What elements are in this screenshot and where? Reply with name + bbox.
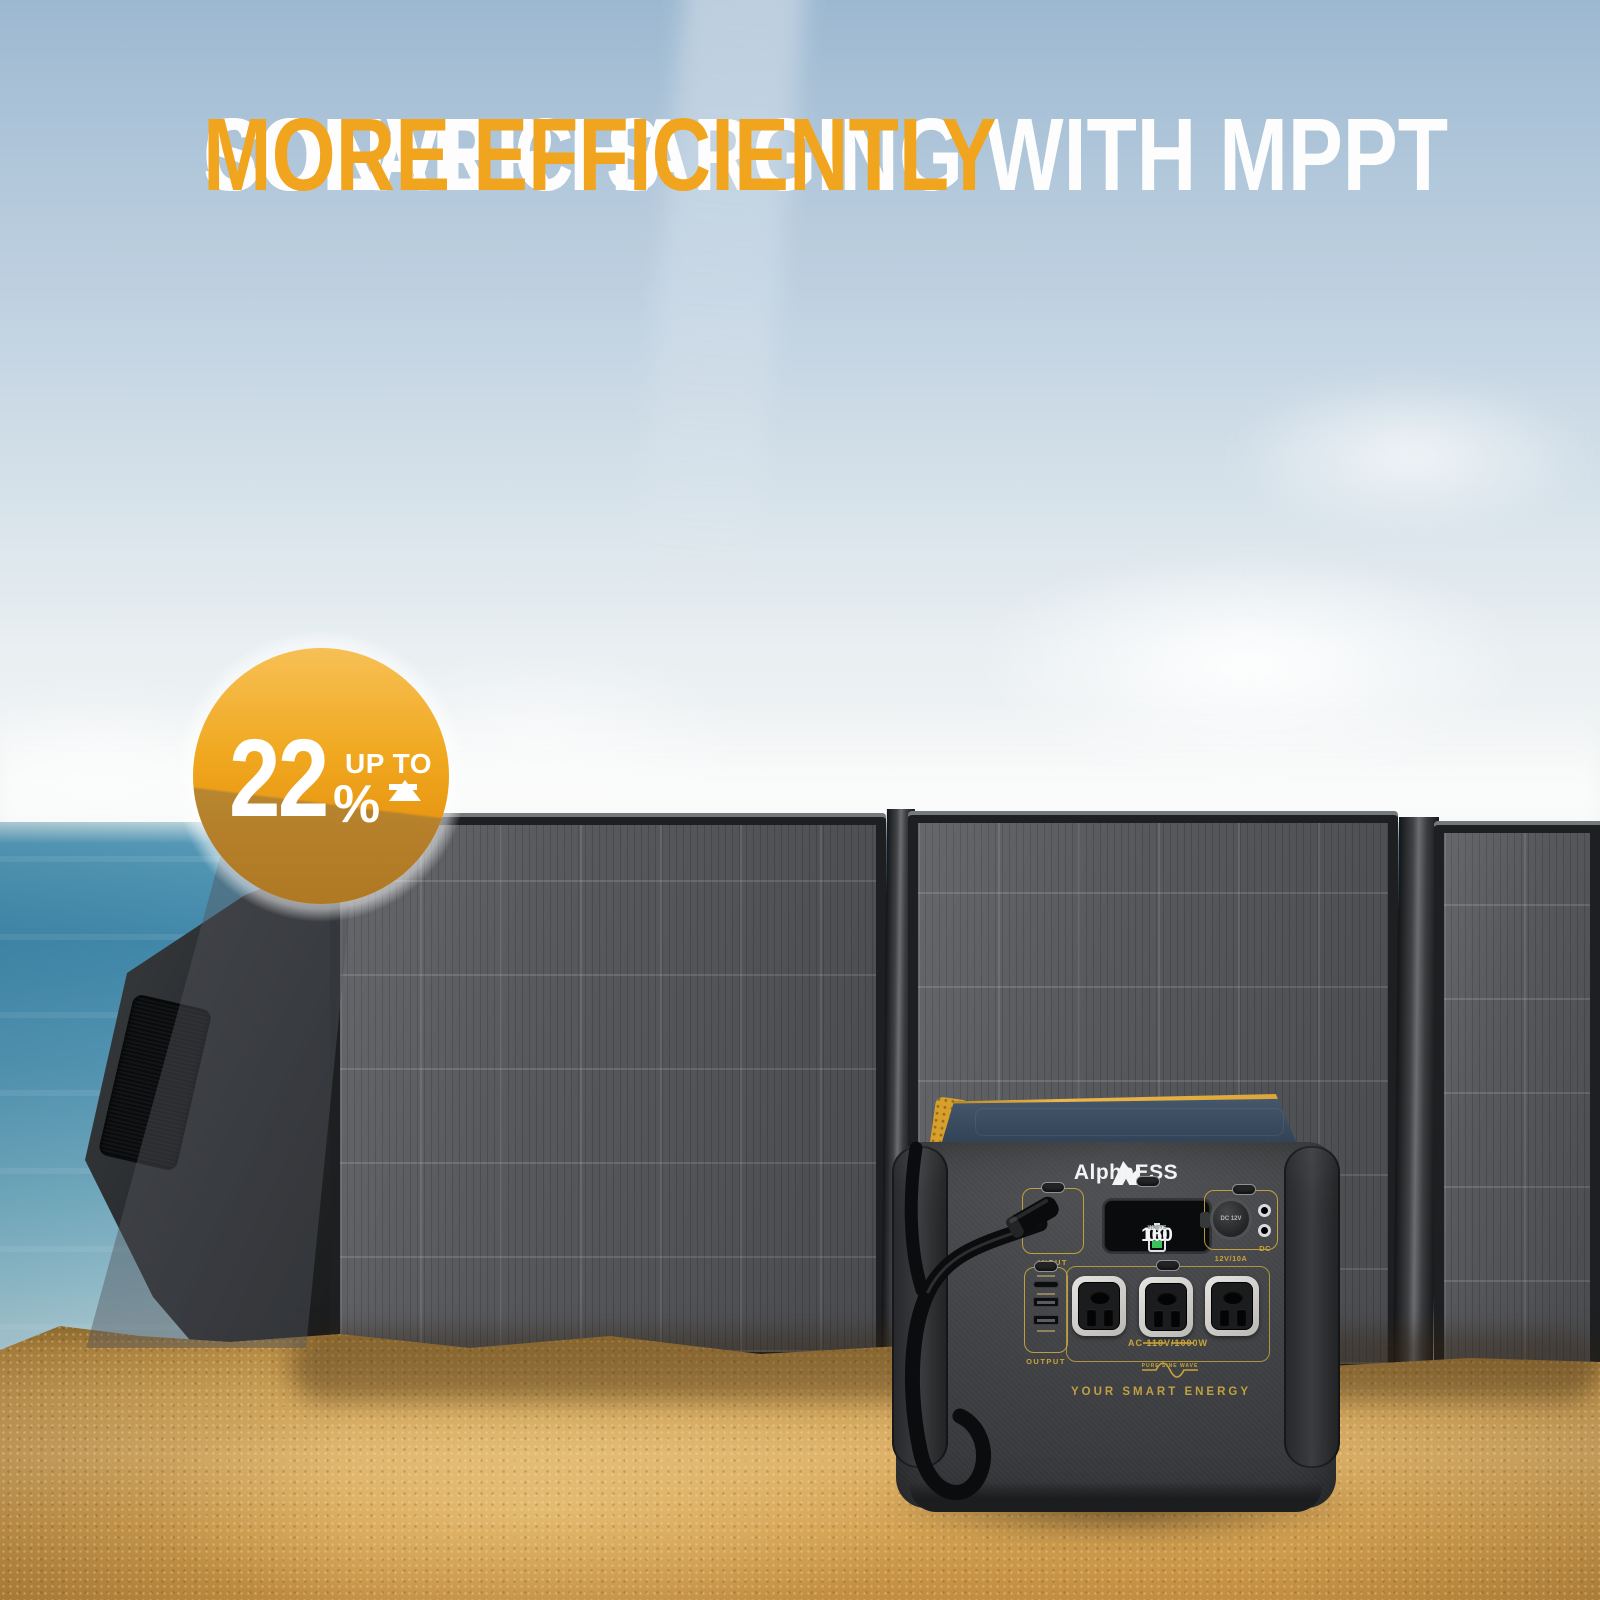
solar-panel xyxy=(330,813,886,1366)
usb-button xyxy=(1034,1261,1058,1272)
usb-a-port xyxy=(1033,1315,1059,1325)
tagline: YOUR SMART ENERGY xyxy=(1070,1386,1252,1398)
dc-ports-label: DC xyxy=(1259,1244,1271,1253)
solar-panel xyxy=(1434,821,1600,1390)
solar-cells xyxy=(340,825,876,1352)
badge-label: UP TO xyxy=(345,748,433,779)
usb-microtext xyxy=(1037,1330,1055,1332)
ac-outlet xyxy=(1072,1276,1126,1336)
badge-value: 22 xyxy=(229,717,329,840)
front-panel: AlphaESS INPUT IN 160 WATTS 0% OUT 00 xyxy=(896,1142,1336,1508)
power-cable xyxy=(904,1141,1059,1501)
dc-sub-label: 12V/10A xyxy=(1214,1254,1248,1263)
ac-outlet xyxy=(1205,1276,1259,1336)
ac-button xyxy=(1156,1260,1180,1271)
sine-wave-icon xyxy=(1142,1362,1198,1378)
usb-section-label: OUTPUT xyxy=(1026,1357,1066,1366)
dc-button xyxy=(1232,1184,1256,1195)
usb-microtext xyxy=(1037,1293,1055,1295)
dc5521-port xyxy=(1258,1224,1271,1237)
headline-line1: SOLAR CHARGING WITH MPPT xyxy=(203,97,1449,212)
solar-cells xyxy=(1444,833,1590,1376)
panel-hinge xyxy=(1392,817,1440,1392)
usb-c-port xyxy=(1033,1281,1059,1288)
dc-cover-latch xyxy=(1200,1212,1210,1228)
display-button xyxy=(1136,1176,1160,1187)
badge-percent: % xyxy=(333,775,381,834)
dc-12v-socket: DC 12V xyxy=(1210,1198,1252,1240)
badge-fold xyxy=(193,648,449,904)
efficiency-badge: 22 % UP TO xyxy=(175,630,467,922)
usb-a-port xyxy=(1033,1297,1059,1307)
ac-outlet xyxy=(1139,1277,1193,1337)
usb-microtext xyxy=(1037,1275,1055,1277)
cloud xyxy=(1150,340,1600,570)
dc5521-port xyxy=(1258,1204,1271,1217)
lcd-display: IN 160 WATTS 0% OUT 00 WATTS xyxy=(1104,1200,1210,1252)
cable-connector xyxy=(1006,1196,1059,1238)
right-handle xyxy=(1284,1146,1340,1468)
badge-circle: 22 % UP TO xyxy=(193,648,449,904)
sine-label: PURE SINE WAVE xyxy=(1141,1363,1199,1369)
ac-rating-label: AC 110V/1000W xyxy=(1088,1338,1248,1348)
input-button xyxy=(1041,1182,1065,1193)
headline-highlight: MORE EFFICIENTLY xyxy=(203,97,997,212)
contrail xyxy=(632,0,808,605)
